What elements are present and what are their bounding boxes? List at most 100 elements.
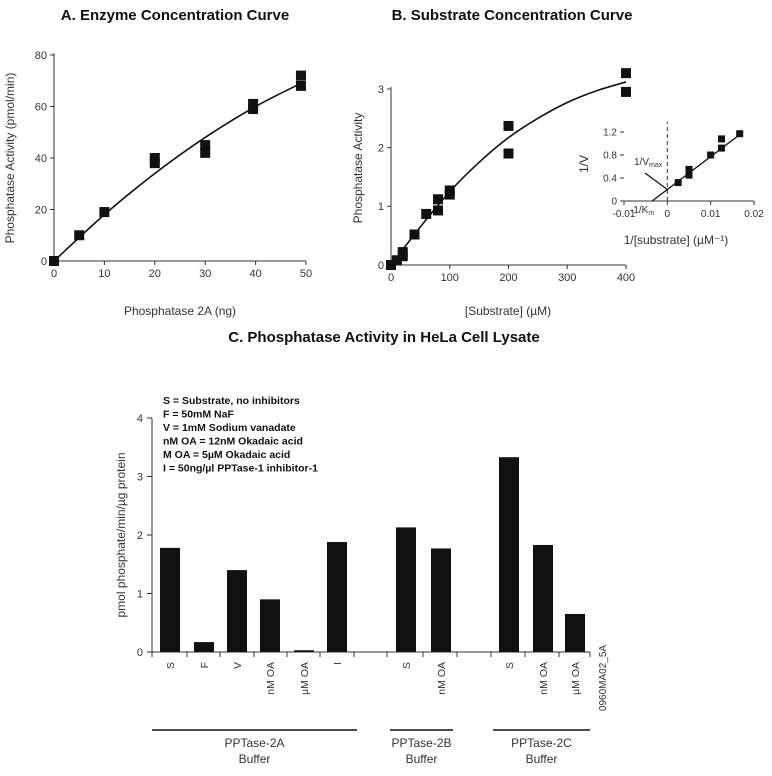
panel-c-group-label: PPTase-2C	[511, 736, 572, 750]
inset-x-tick-label: 0	[665, 209, 671, 220]
inset-data-point	[674, 179, 682, 187]
inset-data-point	[736, 130, 744, 138]
panel-c-chart: C. Phosphatase Activity in HeLa Cell Lys…	[114, 329, 609, 766]
panel-a-data-point	[295, 70, 306, 81]
inset-data-point	[707, 151, 715, 159]
panel-b-x-tick-label: 400	[617, 272, 635, 284]
panel-c-bar	[565, 613, 585, 652]
panel-b-y-tick-label: 2	[378, 142, 384, 154]
panel-c-category-label: nM OA	[436, 662, 448, 695]
inset-data-point	[685, 171, 693, 179]
panel-a-title: A. Enzyme Concentration Curve	[61, 7, 289, 24]
panel-a-data-point	[149, 158, 160, 169]
panel-b-y-axis-label: Phosphatase Activity	[351, 113, 365, 224]
inset-data-point	[718, 135, 725, 143]
panel-c-y-tick-label: 1	[137, 589, 143, 601]
inset-x-axis-label: 1/[substrate] (µM⁻¹)	[624, 233, 729, 247]
inset-y-tick-label: 0.8	[603, 151, 617, 162]
panel-c-legend-item: S = Substrate, no inhibitors	[163, 395, 300, 407]
panel-b-data-point	[503, 120, 514, 131]
panel-c-category-label: µM OA	[299, 662, 311, 695]
panel-a-x-tick-label: 50	[300, 268, 312, 280]
panel-a-y-tick-label: 0	[41, 256, 47, 268]
panel-c-bar	[499, 457, 519, 652]
panel-c-legend-item: I = 50ng/µl PPTase-1 inhibitor-1	[163, 463, 318, 475]
inset-x-tick-label: 0.01	[701, 209, 721, 220]
panel-c-bar	[327, 542, 347, 652]
panel-c-bar	[533, 544, 553, 652]
panel-c-legend: S = Substrate, no inhibitors F = 50mM NaF…	[163, 395, 318, 475]
panel-a-data-point	[200, 140, 211, 151]
inset-x-tick-label: 0.02	[744, 209, 764, 220]
panel-b-x-axis-label: [Substrate] (µM)	[465, 304, 551, 318]
panel-b-data-point	[621, 86, 631, 97]
panel-c-bar	[431, 548, 451, 652]
panel-c-category-label: µM OA	[570, 662, 582, 695]
panel-c-category-label: S	[165, 662, 177, 669]
panel-b-data-point	[503, 148, 514, 159]
panel-a-fit-curve	[53, 82, 302, 262]
panel-a-y-tick-label: 60	[35, 101, 47, 113]
panel-c-group-label: PPTase-2B	[391, 736, 451, 750]
panel-a-chart: A. Enzyme Concentration Curve Phosphatas…	[3, 7, 312, 318]
inset-km-annotation: -1/Km	[630, 205, 654, 217]
inset-y-tick-label: 0.4	[603, 174, 617, 185]
panel-c-bar	[194, 642, 214, 652]
inset-data-point	[718, 144, 725, 152]
panel-a-y-tick-label: 80	[35, 50, 47, 62]
panel-b-data-point	[433, 194, 443, 205]
panel-c-legend-item: M OA = 5µM Okadaic acid	[163, 449, 290, 461]
panel-c-y-axis-label: pmol phosphate/min/µg protein	[114, 452, 128, 617]
panel-b-chart: B. Substrate Concentration Curve Phospha…	[351, 7, 635, 318]
inset-y-tick-label: 1.2	[603, 128, 617, 139]
panel-b-data-point	[397, 247, 408, 258]
panel-c-category-label: S	[504, 662, 516, 669]
panel-b-data-point	[444, 185, 455, 196]
panel-b-y-tick-label: 3	[378, 84, 384, 96]
inset-vmax-annotation: 1/Vmax	[634, 157, 663, 169]
panel-a-x-tick-label: 40	[249, 268, 261, 280]
panel-c-category-label: V	[232, 662, 244, 669]
panel-c-legend-item: F = 50mM NaF	[163, 409, 234, 421]
panel-c-category-label: F	[199, 662, 211, 668]
panel-c-group-sublabel: Buffer	[406, 752, 438, 766]
panel-c-category-label: I	[332, 662, 344, 665]
panel-c-group-sublabel: Buffer	[526, 752, 558, 766]
panel-c-legend-item: V = 1mM Sodium vanadate	[163, 422, 296, 434]
panel-b-y-tick-label: 0	[378, 260, 384, 272]
panel-b-data-point	[386, 260, 396, 270]
panel-a-data-point	[248, 104, 259, 115]
inset-vmax-pointer	[644, 172, 669, 191]
panel-b-data-point	[621, 68, 631, 79]
panel-a-data-point	[99, 207, 110, 218]
panel-a-data-point	[149, 153, 160, 163]
inset-y-axis-label: 1/V	[577, 155, 591, 173]
panel-a-y-axis-label: Phosphatase Activity (pmol/min)	[3, 73, 17, 244]
inset-x-tick-label: -0.01	[613, 209, 636, 220]
panel-c-group-label: PPTase-2A	[224, 736, 284, 750]
panel-b-x-tick-label: 100	[441, 272, 459, 284]
panel-c-bar	[294, 650, 314, 652]
panel-b-inset-chart: 1/V 1/[substrate] (µM⁻¹) 1/Vmax -1/Km -0…	[577, 122, 764, 247]
panel-c-category-label: nM OA	[538, 662, 550, 695]
panel-c-y-tick-label: 3	[137, 472, 143, 484]
panel-c-bar	[160, 547, 180, 652]
panel-a-y-tick-label: 40	[35, 153, 47, 165]
panel-a-x-tick-label: 20	[149, 268, 161, 280]
panel-c-y-tick-label: 4	[137, 413, 143, 425]
panel-c-title: C. Phosphatase Activity in HeLa Cell Lys…	[228, 329, 539, 346]
panel-a-data-point	[248, 98, 259, 109]
inset-data-point	[685, 165, 693, 173]
panel-b-x-tick-label: 200	[499, 272, 517, 284]
panel-c-y-tick-label: 2	[137, 530, 143, 542]
panel-a-data-point	[295, 80, 306, 91]
panel-a-x-tick-label: 30	[199, 268, 211, 280]
panel-a-data-point	[74, 230, 85, 241]
panel-b-x-tick-label: 300	[558, 272, 576, 284]
panel-c-y-tick-label: 0	[137, 647, 143, 659]
inset-fit-line	[651, 131, 744, 202]
panel-b-data-point	[409, 229, 420, 240]
panel-c-bar	[396, 527, 416, 652]
panel-b-data-point	[433, 205, 443, 216]
